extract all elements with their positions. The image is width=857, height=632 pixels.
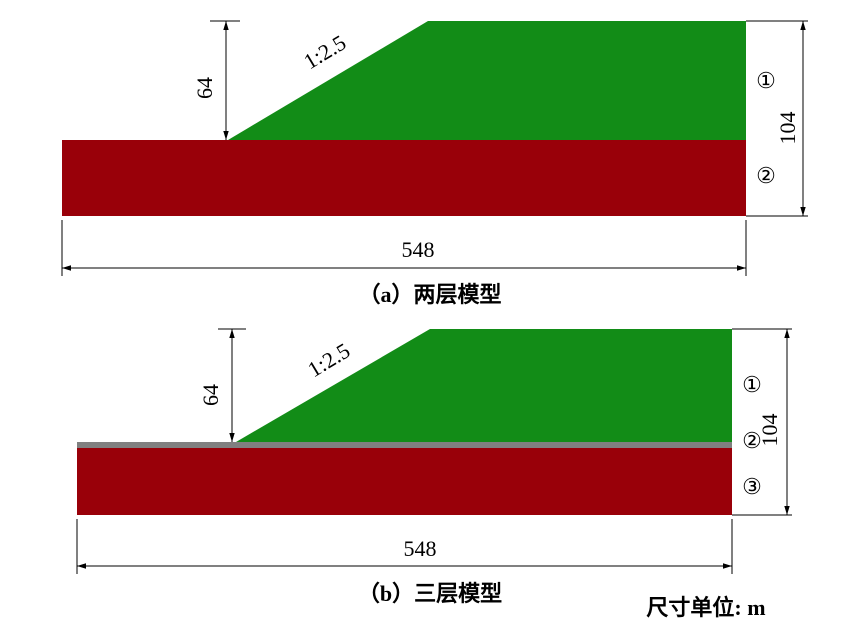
caption: （a）两层模型 — [358, 282, 501, 307]
width-label: 548 — [404, 536, 437, 561]
height-label: 64 — [198, 384, 223, 406]
layer-3 — [77, 448, 732, 515]
layer-1 — [228, 21, 746, 140]
width-label: 548 — [402, 237, 435, 262]
unit-note: 尺寸单位: m — [646, 595, 765, 620]
total-label: 104 — [757, 414, 782, 447]
layer-2 — [77, 442, 732, 448]
layer-label: ② — [756, 163, 776, 188]
layer-label: ① — [742, 372, 762, 397]
layer-label: ① — [756, 68, 776, 93]
panel-a: 64 1:2.5 104 ① ② 548 （a）两层模型 — [61, 20, 808, 307]
layer-label: ② — [742, 428, 762, 453]
height-label: 64 — [192, 77, 217, 99]
total-label: 104 — [775, 112, 800, 145]
panel-b: 64 1:2.5 104 ① ② ③ 548 （b）三层模型 — [76, 328, 792, 606]
slope-label: 1:2.5 — [299, 30, 350, 74]
slope-label: 1:2.5 — [303, 338, 354, 382]
caption: （b）三层模型 — [358, 581, 502, 606]
layer-label: ③ — [742, 474, 762, 499]
layer-1 — [236, 329, 732, 442]
layer-2 — [62, 140, 746, 216]
